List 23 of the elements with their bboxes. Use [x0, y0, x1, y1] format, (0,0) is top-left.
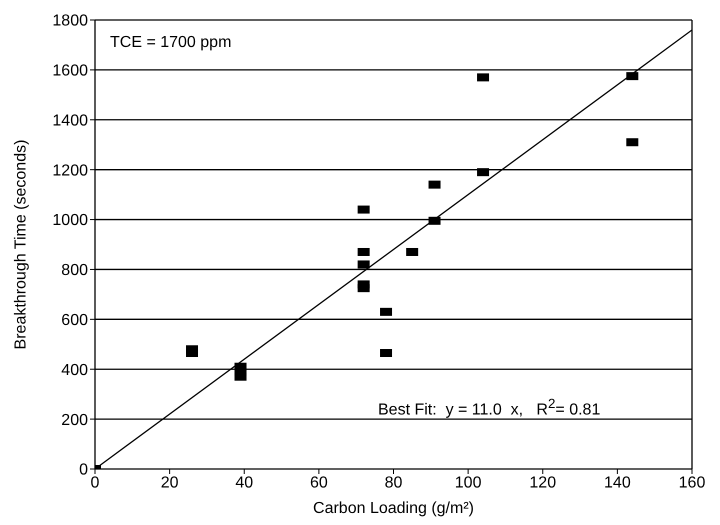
y-tick-label: 400 [61, 362, 88, 379]
y-tick-label: 800 [61, 262, 88, 280]
x-tick-label: 60 [310, 474, 328, 492]
x-tick-label: 160 [678, 474, 706, 492]
y-tick-label: 1200 [52, 162, 88, 180]
x-tick-label: 80 [384, 474, 402, 492]
y-axis-title: Breakthrough Time (seconds) [12, 140, 30, 350]
x-tick-label: 0 [90, 474, 100, 492]
x-tick-label: 20 [160, 474, 179, 492]
y-tick-label: 1800 [52, 12, 88, 30]
x-axis-title: Carbon Loading (g/m²) [313, 500, 474, 517]
y-tick-label: 600 [61, 312, 88, 330]
x-tick-label: 120 [529, 474, 556, 492]
y-tick-label: 1400 [52, 112, 88, 130]
x-tick-label: 40 [235, 474, 254, 492]
x-tick-label: 140 [604, 474, 631, 492]
y-tick-label: 1000 [52, 212, 88, 230]
y-tick-label: 0 [79, 462, 88, 479]
y-tick-label: 200 [61, 412, 88, 429]
annotation: TCE = 1700 ppm [110, 34, 232, 52]
annotation: Best Fit: y = 11.0 x, R$^{2}$= 0.81 [378, 396, 600, 420]
x-tick-label: 100 [454, 474, 482, 492]
y-tick-label: 1600 [52, 62, 88, 80]
